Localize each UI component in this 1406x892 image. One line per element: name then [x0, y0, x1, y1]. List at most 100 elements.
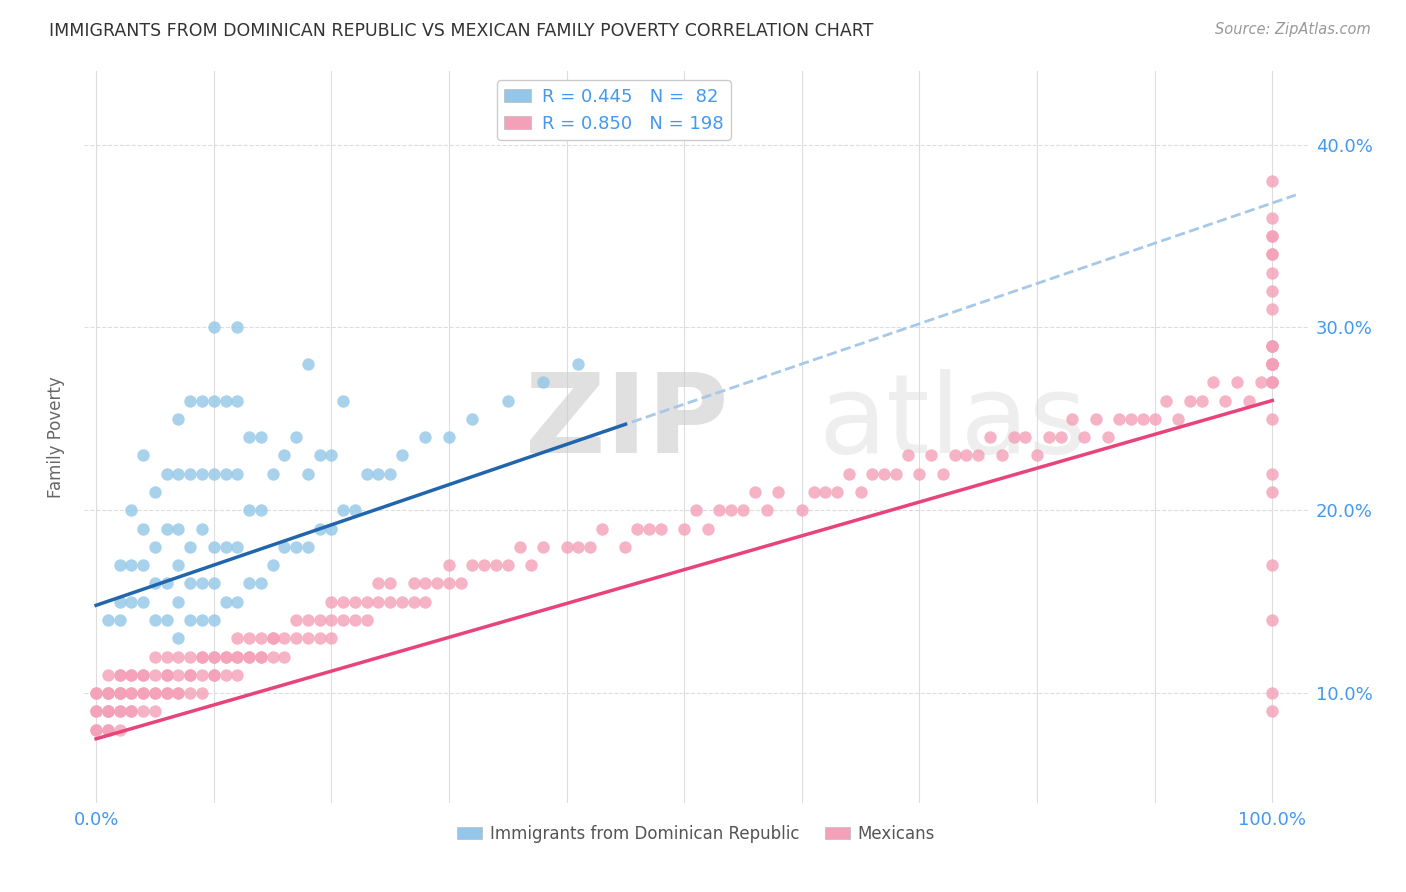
Point [156, 467, 179, 481]
Point [179, 667, 201, 681]
Point [1261, 357, 1284, 371]
Point [367, 576, 389, 591]
Point [638, 521, 661, 535]
Point [391, 594, 413, 608]
Point [97, 686, 120, 700]
Point [167, 521, 190, 535]
Point [202, 467, 225, 481]
Point [120, 705, 142, 719]
Point [262, 632, 284, 646]
Point [343, 594, 366, 608]
Point [380, 467, 402, 481]
Point [120, 503, 142, 517]
Point [321, 521, 343, 535]
Point [308, 613, 330, 627]
Point [84, 723, 107, 737]
Point [367, 467, 389, 481]
Point [402, 594, 425, 608]
Point [415, 594, 437, 608]
Point [1014, 430, 1036, 444]
Point [108, 723, 131, 737]
Point [97, 705, 120, 719]
Point [120, 705, 142, 719]
Point [249, 649, 271, 664]
Point [1261, 247, 1284, 261]
Text: IMMIGRANTS FROM DOMINICAN REPUBLIC VS MEXICAN FAMILY POVERTY CORRELATION CHART: IMMIGRANTS FROM DOMINICAN REPUBLIC VS ME… [49, 22, 873, 40]
Point [214, 649, 236, 664]
Point [179, 667, 201, 681]
Point [461, 558, 484, 573]
Point [132, 448, 155, 462]
Point [202, 393, 225, 408]
Point [179, 576, 201, 591]
Point [591, 521, 613, 535]
Point [120, 686, 142, 700]
Point [696, 521, 718, 535]
Text: Source: ZipAtlas.com: Source: ZipAtlas.com [1215, 22, 1371, 37]
Point [367, 594, 389, 608]
Point [1261, 357, 1284, 371]
Point [343, 503, 366, 517]
Point [932, 467, 955, 481]
Point [1261, 174, 1284, 188]
Point [285, 430, 308, 444]
Point [308, 521, 330, 535]
Point [97, 723, 120, 737]
Point [380, 594, 402, 608]
Point [226, 667, 249, 681]
Point [897, 448, 920, 462]
Point [179, 686, 201, 700]
Point [120, 558, 142, 573]
Point [84, 686, 107, 700]
Point [1261, 302, 1284, 317]
Point [437, 558, 460, 573]
Point [297, 357, 319, 371]
Point [97, 686, 120, 700]
Point [226, 393, 249, 408]
Point [167, 649, 190, 664]
Point [1143, 412, 1166, 426]
Point [214, 467, 236, 481]
Point [132, 594, 155, 608]
Point [768, 485, 790, 500]
Point [991, 448, 1014, 462]
Point [143, 686, 166, 700]
Point [191, 521, 214, 535]
Point [1156, 393, 1178, 408]
Point [143, 649, 166, 664]
Point [509, 540, 531, 554]
Point [1237, 393, 1260, 408]
Point [908, 467, 931, 481]
Point [614, 540, 637, 554]
Point [191, 667, 214, 681]
Point [120, 594, 142, 608]
Point [249, 649, 271, 664]
Point [1261, 229, 1284, 244]
Point [167, 412, 190, 426]
Point [1261, 686, 1284, 700]
Point [132, 686, 155, 700]
Point [297, 632, 319, 646]
Point [755, 503, 778, 517]
Point [226, 540, 249, 554]
Point [191, 467, 214, 481]
Point [132, 686, 155, 700]
Point [849, 485, 872, 500]
Point [332, 594, 354, 608]
Point [1261, 211, 1284, 225]
Point [1213, 393, 1236, 408]
Point [84, 705, 107, 719]
Point [1261, 357, 1284, 371]
Point [1202, 375, 1225, 389]
Point [1261, 357, 1284, 371]
Point [238, 503, 260, 517]
Point [391, 448, 413, 462]
Point [226, 632, 249, 646]
Point [132, 521, 155, 535]
Point [308, 632, 330, 646]
Point [226, 649, 249, 664]
Point [884, 467, 907, 481]
Point [143, 576, 166, 591]
Point [450, 576, 472, 591]
Point [720, 503, 742, 517]
